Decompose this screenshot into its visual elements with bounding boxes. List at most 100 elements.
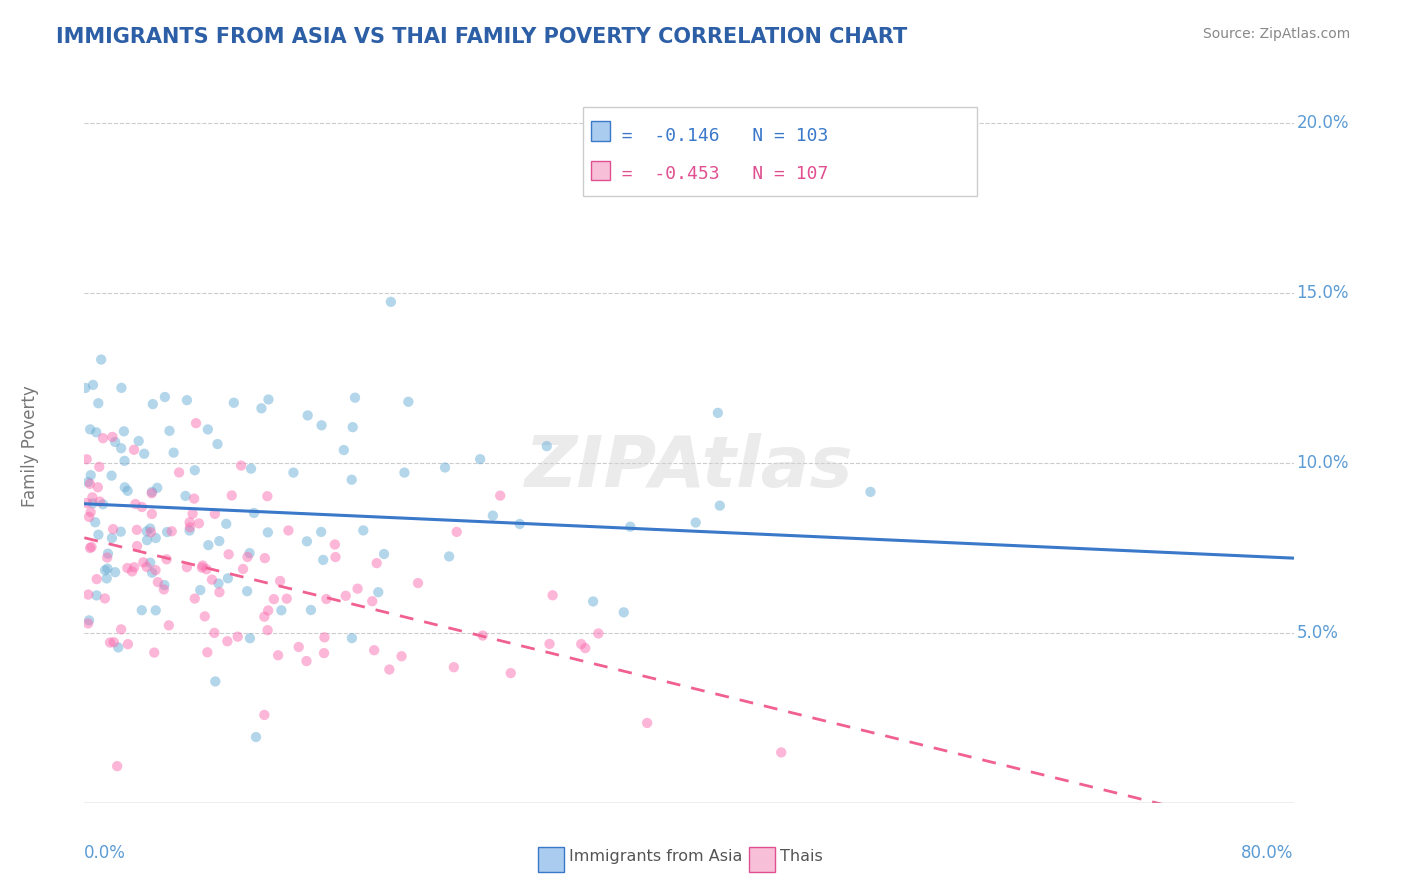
Point bbox=[195, 562, 218, 576]
Point bbox=[87, 480, 110, 494]
Point bbox=[160, 524, 183, 539]
Point bbox=[179, 520, 201, 534]
Point bbox=[335, 589, 357, 603]
Point bbox=[179, 516, 201, 530]
Point bbox=[613, 605, 636, 619]
Point bbox=[145, 563, 167, 577]
Point bbox=[236, 584, 259, 599]
Point bbox=[471, 629, 494, 643]
Point bbox=[104, 565, 127, 579]
Point bbox=[159, 424, 181, 438]
Point bbox=[139, 556, 162, 570]
Point bbox=[366, 556, 388, 570]
Point bbox=[434, 460, 457, 475]
Text: IMMIGRANTS FROM ASIA VS THAI FAMILY POVERTY CORRELATION CHART: IMMIGRANTS FROM ASIA VS THAI FAMILY POVE… bbox=[56, 27, 907, 46]
Point bbox=[309, 524, 332, 539]
Point bbox=[685, 516, 707, 530]
Point bbox=[86, 572, 108, 586]
Point bbox=[110, 381, 132, 395]
Point bbox=[128, 434, 150, 448]
Point bbox=[176, 560, 198, 574]
Point bbox=[367, 585, 389, 599]
Point bbox=[84, 425, 107, 440]
Point bbox=[79, 505, 101, 519]
Point bbox=[184, 463, 207, 477]
Point bbox=[134, 447, 156, 461]
Point bbox=[136, 533, 159, 548]
Point bbox=[201, 573, 224, 587]
Point bbox=[499, 666, 522, 681]
Point bbox=[79, 476, 101, 491]
Point bbox=[325, 550, 347, 565]
Text: 80.0%: 80.0% bbox=[1241, 844, 1294, 862]
Point bbox=[340, 473, 363, 487]
Point bbox=[250, 401, 273, 416]
Point bbox=[114, 480, 136, 494]
Point bbox=[187, 516, 209, 531]
Point bbox=[394, 466, 416, 480]
Point bbox=[141, 485, 163, 500]
Point bbox=[141, 486, 163, 500]
Point bbox=[194, 609, 217, 624]
Point bbox=[132, 555, 155, 569]
Point bbox=[155, 552, 177, 566]
Point bbox=[342, 420, 364, 434]
Point bbox=[352, 524, 374, 538]
Point bbox=[91, 431, 114, 445]
Point bbox=[541, 588, 564, 602]
Point bbox=[181, 507, 204, 521]
Point bbox=[156, 524, 179, 539]
Point bbox=[253, 707, 276, 722]
Point bbox=[117, 637, 139, 651]
Point bbox=[124, 497, 146, 511]
Point bbox=[406, 576, 429, 591]
Point bbox=[287, 640, 309, 654]
Point bbox=[107, 640, 129, 655]
Point bbox=[87, 396, 110, 410]
Point bbox=[229, 458, 252, 473]
Point bbox=[253, 609, 276, 624]
Point bbox=[153, 582, 176, 597]
Point bbox=[636, 715, 658, 730]
Point bbox=[299, 603, 322, 617]
Text: Source: ZipAtlas.com: Source: ZipAtlas.com bbox=[1202, 27, 1350, 41]
Point bbox=[110, 442, 132, 456]
Point bbox=[770, 746, 793, 760]
Point bbox=[297, 409, 319, 423]
Point bbox=[582, 594, 605, 608]
Point bbox=[121, 565, 143, 579]
Point bbox=[311, 418, 333, 433]
Point bbox=[236, 549, 259, 564]
Point bbox=[82, 491, 104, 505]
Point bbox=[82, 377, 104, 392]
Point bbox=[135, 560, 157, 574]
Point bbox=[208, 585, 231, 599]
Point bbox=[117, 483, 139, 498]
Point bbox=[94, 563, 117, 577]
Point bbox=[162, 445, 184, 459]
Text: 20.0%: 20.0% bbox=[1296, 114, 1348, 132]
Point bbox=[146, 575, 169, 590]
Point bbox=[105, 759, 128, 773]
Point bbox=[77, 475, 100, 489]
Text: ZIPAtlas: ZIPAtlas bbox=[524, 433, 853, 502]
Point bbox=[90, 352, 112, 367]
Text: Family Poverty: Family Poverty bbox=[21, 385, 39, 507]
Text: Immigrants from Asia: Immigrants from Asia bbox=[569, 849, 742, 863]
Point bbox=[443, 660, 465, 674]
Point bbox=[139, 522, 162, 536]
Point bbox=[191, 558, 214, 573]
Point bbox=[153, 390, 176, 404]
Point bbox=[104, 434, 127, 449]
Point bbox=[141, 507, 163, 521]
Point bbox=[489, 489, 512, 503]
Point bbox=[97, 547, 120, 561]
Point bbox=[131, 603, 153, 617]
Point bbox=[217, 634, 239, 648]
Point bbox=[183, 491, 205, 506]
Text: R =  -0.146   N = 103: R = -0.146 N = 103 bbox=[600, 127, 828, 145]
Point bbox=[707, 406, 730, 420]
Text: Thais: Thais bbox=[780, 849, 823, 863]
Point bbox=[267, 648, 290, 663]
Point bbox=[82, 496, 104, 510]
